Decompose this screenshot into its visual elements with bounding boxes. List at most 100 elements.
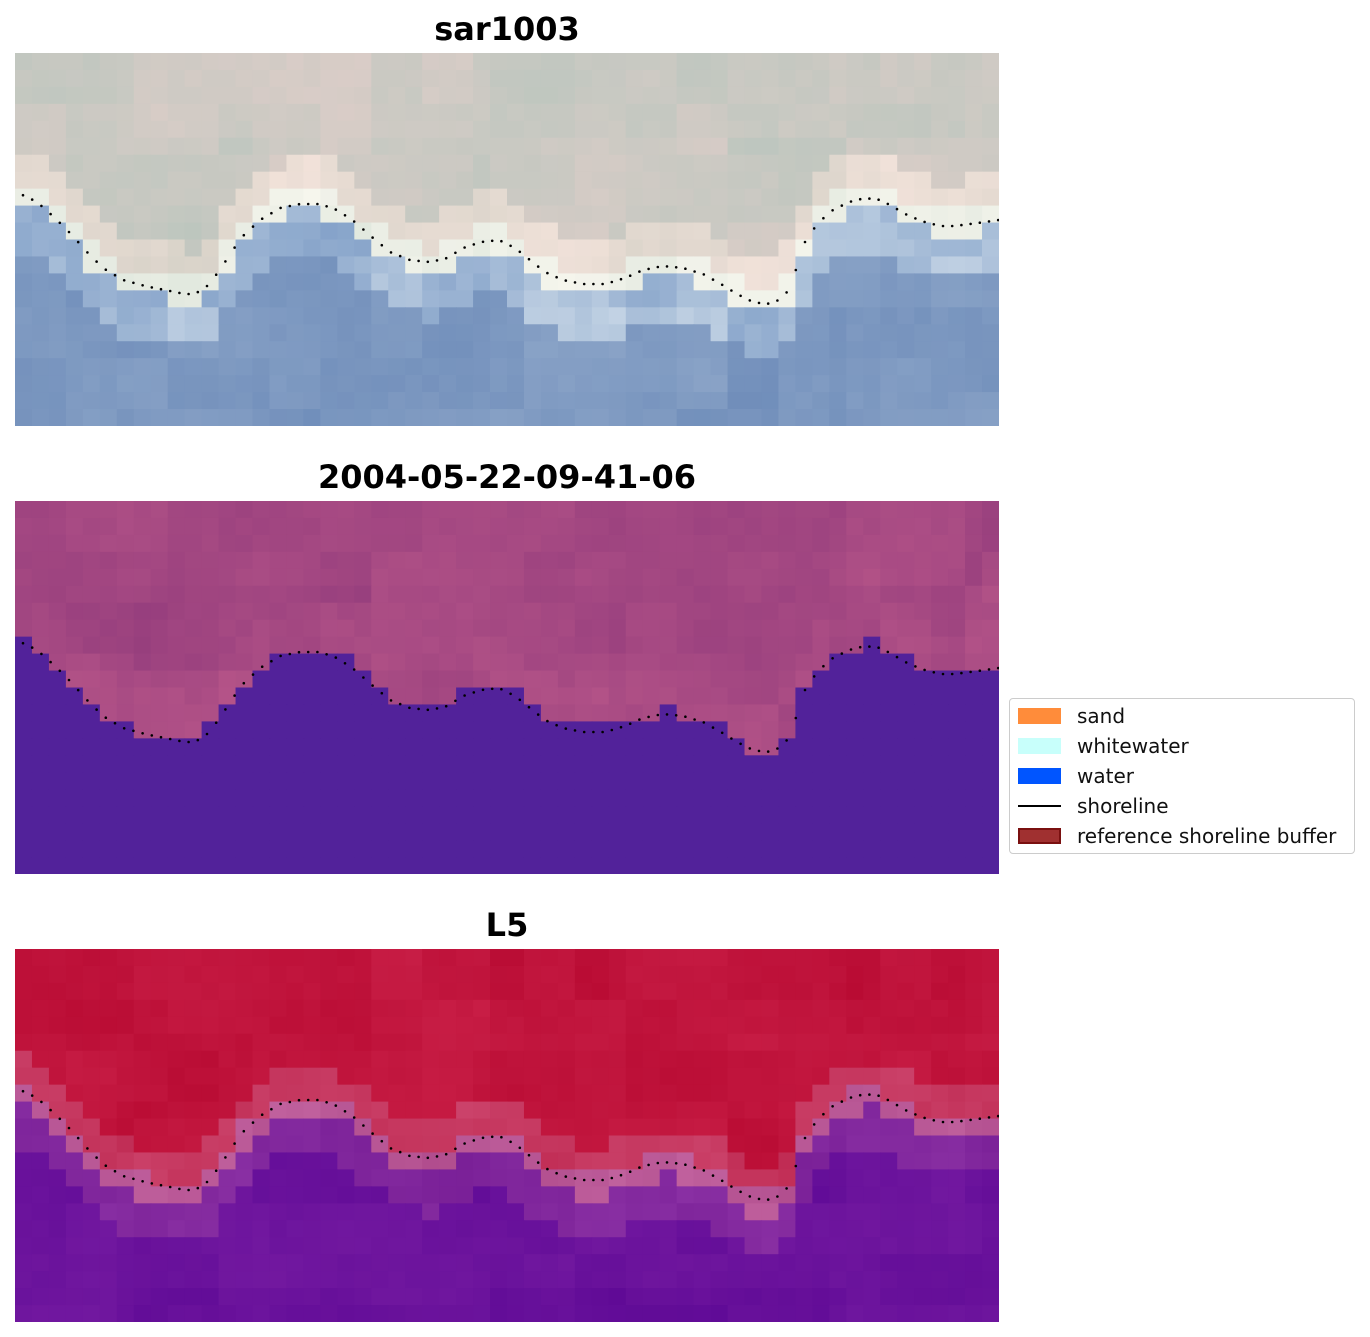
shoreline-point (564, 1175, 568, 1178)
shoreline-point (270, 1107, 273, 1111)
shoreline-point (628, 1170, 632, 1173)
shoreline-point (665, 265, 669, 268)
pixel-grid (15, 949, 999, 1322)
shoreline-point (766, 750, 770, 753)
shoreline-point (371, 684, 374, 687)
shoreline-point (325, 1101, 328, 1104)
shoreline-point (573, 729, 577, 732)
shoreline-point (858, 197, 862, 201)
shoreline-point (656, 1161, 660, 1165)
shoreline-point (398, 1150, 402, 1154)
shoreline-point (343, 662, 347, 665)
shoreline-line-icon (1018, 805, 1061, 807)
shoreline-point (260, 217, 264, 220)
shoreline-point (67, 230, 71, 234)
shoreline-point (141, 732, 144, 735)
shoreline-point (592, 282, 595, 286)
shoreline-point (463, 1142, 466, 1145)
shoreline-point (932, 671, 936, 674)
shoreline-point (500, 1135, 503, 1139)
shoreline-point (58, 221, 62, 225)
shoreline-point (803, 1136, 807, 1140)
shoreline-point (490, 687, 494, 691)
shoreline-point (665, 713, 669, 716)
shoreline-point (122, 1175, 126, 1178)
shoreline-point (159, 1183, 163, 1187)
shoreline-point (509, 244, 512, 248)
shoreline-point (619, 725, 623, 729)
shoreline-point (21, 641, 25, 645)
shoreline-point (352, 668, 356, 671)
shoreline-point (573, 281, 577, 284)
shoreline-point (610, 1176, 614, 1180)
shoreline-point (684, 1163, 687, 1166)
shoreline-point (371, 1132, 374, 1135)
shoreline-point (960, 1119, 963, 1123)
shoreline-point (647, 1163, 650, 1167)
shoreline-point (748, 747, 752, 750)
shoreline-point (104, 1164, 108, 1167)
shoreline-point (306, 202, 310, 206)
shoreline-point (518, 1146, 522, 1150)
panel-title-classified: 2004-05-22-09-41-06 (317, 458, 697, 496)
shoreline-point (95, 260, 98, 263)
shoreline-point (665, 1161, 669, 1164)
shoreline-point (711, 278, 715, 281)
shoreline-point (187, 292, 190, 296)
shoreline-point (739, 742, 742, 746)
shoreline-point (895, 655, 899, 659)
shoreline-point (481, 240, 485, 244)
shoreline-point (214, 1169, 218, 1172)
shoreline-point (426, 1156, 430, 1160)
shoreline-point (113, 1169, 117, 1173)
shoreline-point (684, 715, 687, 718)
shoreline-point (674, 714, 678, 717)
shoreline-point (776, 1195, 779, 1198)
shoreline-point (251, 225, 255, 228)
shoreline-point (638, 718, 641, 721)
shoreline-point (656, 265, 660, 269)
shoreline-point (987, 668, 991, 671)
shoreline-point (21, 1089, 25, 1093)
shoreline-point (536, 1161, 540, 1164)
shoreline-point (546, 271, 549, 275)
shoreline-point (463, 694, 466, 697)
shoreline-point (132, 729, 135, 733)
shoreline-point (960, 671, 963, 675)
shoreline-point (334, 208, 338, 211)
shoreline-dots (21, 193, 999, 305)
legend-item-water: water (1018, 764, 1134, 788)
shoreline-point (702, 1169, 706, 1172)
shoreline-point (858, 645, 862, 649)
shoreline-point (601, 730, 604, 734)
shoreline-point (628, 274, 632, 277)
shoreline-point (582, 730, 586, 734)
shoreline-point (610, 280, 614, 284)
shoreline-point (757, 301, 761, 305)
shoreline-point (30, 198, 34, 201)
shoreline-point (831, 657, 834, 660)
shoreline-point (205, 284, 209, 288)
shoreline-point (748, 299, 752, 302)
mndwi-image-panel (15, 949, 999, 1322)
shoreline-point (619, 1173, 623, 1177)
legend-item-buffer: reference shoreline buffer (1018, 824, 1336, 848)
shoreline-point (288, 1100, 292, 1104)
shoreline-point (555, 1171, 558, 1175)
shoreline-point (822, 664, 825, 668)
shoreline-point (325, 653, 328, 656)
shoreline-point (306, 650, 310, 654)
shoreline-point (260, 1113, 264, 1116)
shoreline-point (316, 1098, 319, 1102)
shoreline-point (150, 734, 154, 737)
shoreline-point (914, 1113, 917, 1116)
shoreline-point (67, 678, 71, 682)
shoreline-point (932, 1119, 936, 1122)
shoreline-point (196, 738, 200, 742)
shoreline-point (776, 747, 779, 750)
shoreline-point (224, 260, 227, 263)
shoreline-point (444, 1152, 448, 1156)
shoreline-point (950, 224, 954, 228)
shoreline-point (941, 1120, 945, 1124)
shoreline-point (831, 209, 834, 212)
